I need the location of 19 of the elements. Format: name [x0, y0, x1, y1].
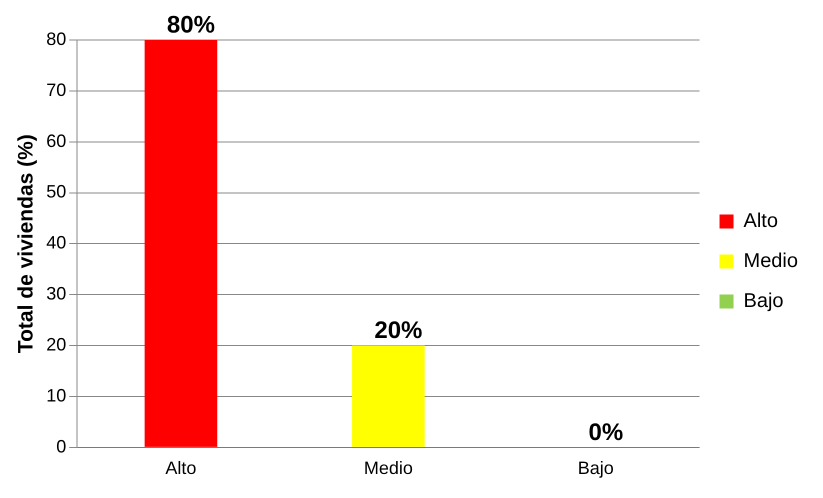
y-tick-label: 0: [56, 436, 66, 456]
y-axis-title: Total de viviendas (%): [14, 134, 38, 354]
data-label: 80%: [166, 12, 215, 39]
y-tick-label: 10: [46, 385, 66, 406]
y-tick-label: 40: [46, 232, 66, 253]
legend-label: Bajo: [744, 290, 784, 312]
data-label: 0%: [588, 419, 624, 446]
y-tick-label: 20: [46, 334, 66, 355]
y-tick-label: 30: [46, 284, 66, 304]
y-tick-label: 60: [46, 130, 66, 151]
x-tick-label: Alto: [165, 458, 196, 478]
legend-label: Alto: [744, 210, 778, 232]
x-tick-label: Bajo: [578, 458, 614, 478]
x-tick-label: Medio: [364, 458, 413, 478]
legend-label: Medio: [744, 250, 798, 272]
y-tick-label: 50: [46, 182, 66, 202]
data-label: 20%: [374, 317, 422, 344]
y-tick-label: 80: [46, 28, 66, 49]
y-tick-label: 70: [46, 80, 66, 100]
